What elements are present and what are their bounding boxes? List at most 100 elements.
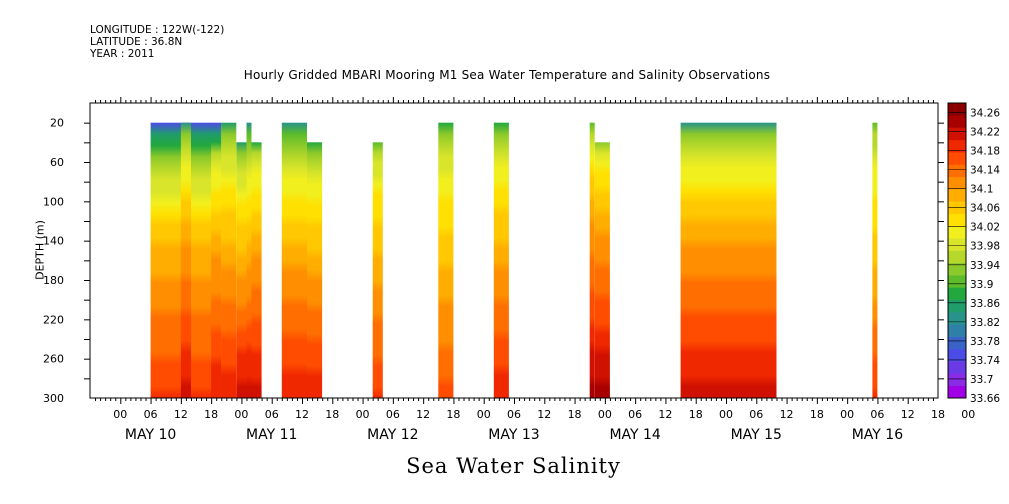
data-segment — [180, 122, 191, 398]
colorbar-swatch — [948, 115, 966, 128]
variable-title: Sea Water Salinity — [406, 454, 621, 478]
colorbar-label: 34.26 — [970, 108, 1000, 120]
data-segment — [438, 122, 454, 398]
data-segment — [594, 142, 610, 398]
colorbar-swatch — [948, 250, 966, 264]
colorbar-swatch — [948, 152, 966, 165]
plot-axes: 00 06 12 18 00 06 12 18 00 06 12 18 00 06 12 18 00 06 12 18… — [43, 97, 975, 443]
x-tick-label: 00 — [719, 408, 733, 421]
x-tick-label: 18 — [689, 408, 703, 421]
x-tick-label: 06 — [265, 408, 279, 421]
colorbar: 34.26 34.22 34.18 34.14 34.1 34.06 34.02 33.98 3… — [947, 102, 1000, 405]
colorbar-swatch — [948, 275, 966, 288]
colorbar-swatch — [948, 225, 966, 239]
colorbar-label: 34.22 — [970, 127, 1000, 139]
data-segment — [589, 122, 595, 398]
data-segment — [493, 122, 509, 398]
colorbar-label: 33.7 — [970, 374, 993, 386]
x-tick-label: 12 — [174, 408, 188, 421]
x-day-label: MAY 10 — [125, 427, 176, 443]
plot-data — [150, 122, 878, 398]
x-tick-label: 18 — [325, 408, 339, 421]
year-label: YEAR : 2011 — [90, 48, 155, 60]
colorbar-swatch — [948, 336, 966, 350]
x-tick-label: 00 — [598, 408, 612, 421]
x-tick-label: 18 — [810, 408, 824, 421]
data-segment — [221, 122, 237, 398]
x-tick-label: 06 — [144, 408, 158, 421]
x-tick-label: 12 — [658, 408, 672, 421]
colorbar-swatch — [948, 311, 966, 325]
x-tick-label: 00 — [356, 408, 370, 421]
y-tick-label: 20 — [50, 117, 64, 130]
x-tick-label: 18 — [931, 408, 945, 421]
colorbar-label: 33.66 — [970, 393, 1000, 405]
x-tick-label: 06 — [386, 408, 400, 421]
colorbar-swatch — [948, 127, 966, 141]
colorbar-label: 34.06 — [970, 203, 1000, 215]
x-day-label: MAY 11 — [246, 427, 297, 443]
colorbar-label: 33.9 — [970, 279, 993, 291]
colorbar-label: 34.1 — [970, 184, 993, 196]
y-tick-label: 140 — [43, 235, 64, 248]
colorbar-swatch — [948, 262, 966, 276]
colorbar-swatch — [948, 287, 966, 300]
colorbar-swatch — [948, 361, 966, 374]
x-day-label: MAY 15 — [731, 427, 782, 443]
y-tick-label: 180 — [43, 274, 64, 287]
colorbar-swatch — [948, 189, 966, 202]
data-segment — [246, 122, 252, 398]
colorbar-swatch — [948, 238, 966, 251]
longitude-label: LONGITUDE : 122W(-122) — [90, 24, 225, 36]
x-tick-label: 06 — [870, 408, 884, 421]
colorbar-swatch — [948, 385, 966, 399]
colorbar-swatch — [948, 139, 966, 153]
y-tick-label: 260 — [43, 353, 64, 366]
x-tick-label: 12 — [295, 408, 309, 421]
colorbar-swatch — [948, 103, 966, 116]
colorbar-swatch — [948, 299, 966, 313]
x-tick-label: 06 — [507, 408, 521, 421]
data-segment — [281, 122, 307, 398]
data-segment — [211, 142, 222, 398]
latitude-label: LATITUDE : 36.8N — [90, 36, 183, 48]
x-tick-label: 00 — [840, 408, 854, 421]
colorbar-swatch — [948, 324, 966, 337]
x-tick-label: 12 — [780, 408, 794, 421]
x-day-label: MAY 13 — [488, 427, 539, 443]
x-tick-label: 00 — [477, 408, 491, 421]
colorbar-label: 33.82 — [970, 317, 1000, 329]
colorbar-label: 33.98 — [970, 241, 1000, 253]
x-tick-label: 18 — [204, 408, 218, 421]
x-tick-label: 12 — [537, 408, 551, 421]
colorbar-swatch — [948, 164, 966, 178]
data-segment — [236, 142, 247, 398]
x-day-label: MAY 16 — [852, 427, 903, 443]
y-tick-label: 300 — [43, 392, 64, 405]
y-tick-label: 220 — [43, 313, 64, 326]
colorbar-label: 33.78 — [970, 336, 1000, 348]
x-tick-label: 18 — [446, 408, 460, 421]
x-tick-label: 12 — [416, 408, 430, 421]
data-segment — [372, 142, 383, 398]
colorbar-label: 33.74 — [970, 355, 1000, 367]
colorbar-label: 34.02 — [970, 222, 1000, 234]
x-tick-label: 06 — [749, 408, 763, 421]
x-day-label: MAY 14 — [609, 427, 660, 443]
colorbar-label: 34.18 — [970, 146, 1000, 158]
colorbar-swatch — [948, 373, 966, 387]
y-tick-label: 100 — [43, 195, 64, 208]
colorbar-label: 34.14 — [970, 165, 1000, 177]
colorbar-label: 33.86 — [970, 298, 1000, 310]
x-day-label: MAY 12 — [367, 427, 418, 443]
colorbar-swatch — [948, 348, 966, 362]
x-tick-label: 00 — [113, 408, 127, 421]
x-tick-label: 18 — [568, 408, 582, 421]
x-tick-label: 00 — [961, 408, 975, 421]
data-segment — [680, 122, 777, 398]
data-segment — [307, 142, 323, 398]
colorbar-label: 33.94 — [970, 260, 1000, 272]
x-tick-label: 06 — [628, 408, 642, 421]
x-tick-label: 00 — [234, 408, 248, 421]
colorbar-swatch — [948, 176, 966, 190]
